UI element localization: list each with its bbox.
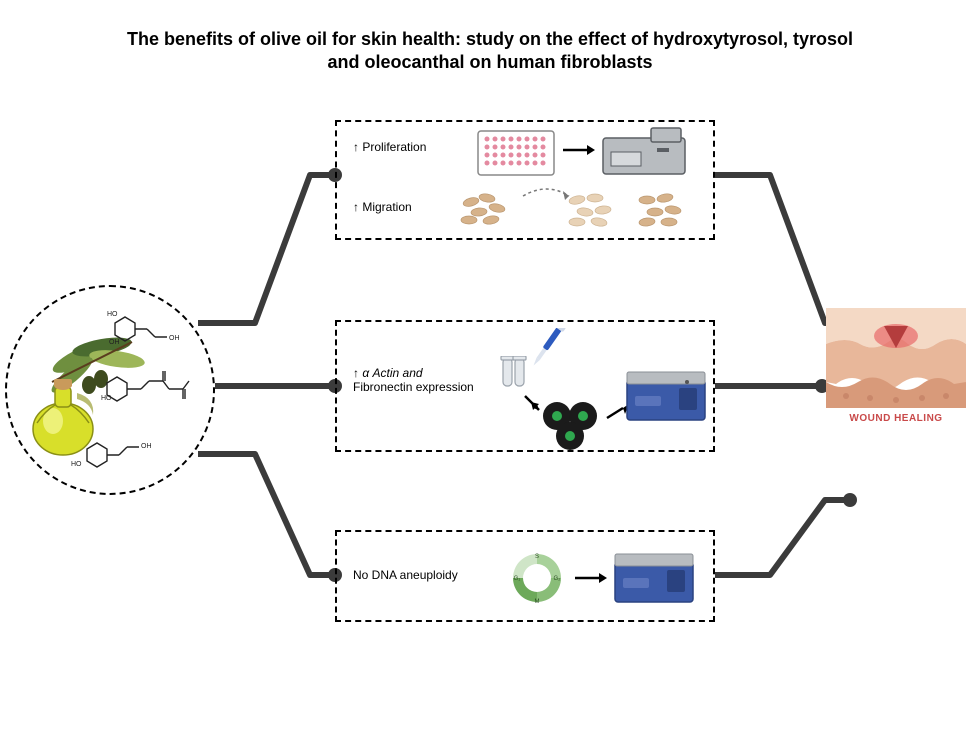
chem-label: OH	[109, 339, 120, 346]
fibronectin-label: Fibronectin expression	[353, 380, 474, 394]
chem-label: HO	[71, 461, 82, 468]
cell-cycle-icon: S G₂ M G₁	[507, 548, 567, 608]
chem-label: OH	[141, 443, 152, 450]
petri-dishes-icon	[537, 400, 607, 450]
wound-healing-panel: WOUND HEALING	[826, 308, 966, 428]
alpha-actin: α Actin and	[362, 366, 422, 380]
plate-reader-icon	[601, 126, 687, 178]
chem-label: HO	[101, 395, 112, 402]
arrow-icon	[573, 570, 607, 586]
arrow-icon	[561, 142, 595, 158]
skin-wound-icon	[826, 308, 966, 428]
page-title: The benefits of olive oil for skin healt…	[110, 28, 870, 73]
well-plate-icon	[477, 130, 555, 176]
chem-label: HO	[107, 311, 118, 318]
olive-oil-illustration	[7, 287, 215, 495]
box-dna-aneuploidy: No DNA aneuploidy S G₂ M G₁	[335, 530, 715, 622]
flow-cytometer-icon	[613, 548, 695, 608]
up-arrow: ↑	[353, 366, 362, 380]
chem-label: OH	[169, 335, 180, 342]
wound-healing-label: WOUND HEALING	[826, 413, 966, 424]
label-proliferation: ↑ Proliferation	[353, 140, 426, 154]
source-circle: HO OH OH HO HO OH	[5, 285, 215, 495]
imager-instrument-icon	[625, 366, 707, 426]
cycle-s: S	[535, 554, 539, 560]
label-dna: No DNA aneuploidy	[353, 568, 458, 582]
box-proliferation-migration: ↑ Proliferation ↑ Migration	[335, 120, 715, 240]
label-actin: ↑ α Actin and Fibronectin expression	[353, 366, 483, 395]
cycle-g2: G₂	[554, 576, 562, 582]
label-migration: ↑ Migration	[353, 200, 412, 214]
tubes-icon	[499, 356, 535, 396]
scratch-assay-icon	[457, 188, 697, 232]
box-actin-fibronectin: ↑ α Actin and Fibronectin expression	[335, 320, 715, 452]
cycle-m: M	[535, 599, 540, 605]
cycle-g1: G₁	[514, 576, 521, 582]
